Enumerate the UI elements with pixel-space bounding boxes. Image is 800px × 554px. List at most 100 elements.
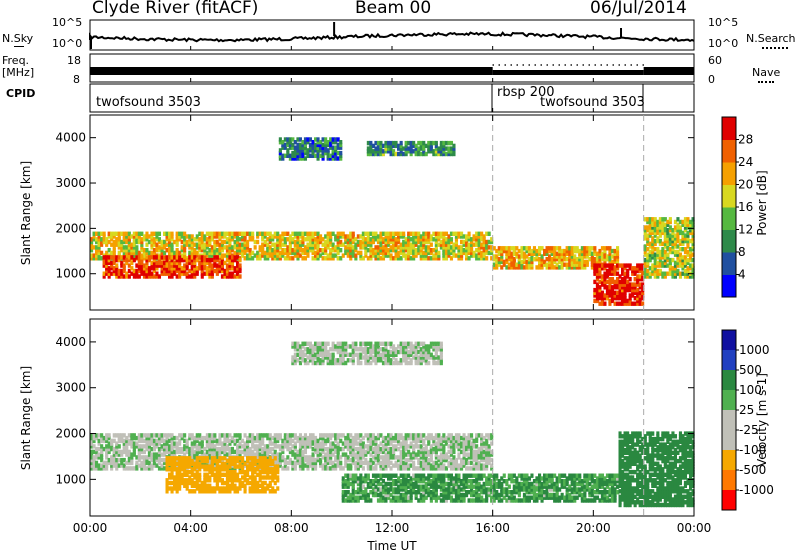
heat-cell	[598, 301, 602, 306]
heat-cell	[613, 271, 617, 276]
heat-cell	[145, 271, 149, 276]
heat-cell	[208, 464, 212, 469]
heat-cell	[354, 466, 358, 471]
heat-cell	[613, 268, 617, 274]
heat-cell	[419, 449, 423, 455]
heat-cell	[195, 266, 199, 271]
heat-cell	[470, 253, 474, 258]
heat-cell	[157, 460, 162, 466]
heat-cell	[354, 463, 358, 468]
heat-cell	[253, 438, 257, 444]
heat-cell	[339, 234, 343, 239]
heat-cell	[142, 438, 147, 444]
heat-cell	[628, 263, 632, 268]
heat-cell	[417, 234, 421, 239]
heat-cell	[658, 217, 662, 222]
heat-cell	[273, 472, 277, 477]
heat-cell	[163, 452, 167, 457]
heat-cell	[308, 148, 313, 153]
heat-cell	[225, 467, 230, 472]
heat-cell	[147, 460, 152, 466]
heat-cell	[429, 140, 433, 146]
heat-cell	[538, 248, 542, 254]
heat-cell	[351, 479, 355, 484]
heat-cell	[646, 263, 650, 268]
heat-cell	[454, 242, 459, 247]
heat-cell	[296, 239, 300, 245]
heat-cell	[480, 466, 484, 471]
heat-cell	[218, 263, 222, 268]
heat-cell	[407, 481, 411, 487]
heat-cell	[324, 145, 328, 150]
nave-tick-low: 0	[708, 73, 715, 86]
heat-cell	[233, 234, 237, 239]
heat-cell	[329, 466, 333, 471]
heat-cell	[475, 449, 479, 455]
heat-cell	[389, 248, 393, 253]
heat-cell	[271, 446, 275, 452]
heat-cell	[117, 433, 121, 438]
heat-cell	[605, 271, 610, 276]
heat-cell	[540, 257, 544, 262]
heat-cell	[512, 262, 516, 267]
heat-cell	[439, 435, 443, 441]
heat-cell	[140, 245, 144, 250]
heat-cell	[150, 231, 154, 236]
heat-cell	[102, 237, 106, 242]
heat-cell	[319, 446, 323, 452]
heat-cell	[225, 250, 230, 256]
heat-cell	[457, 466, 461, 471]
heat-cell	[449, 446, 454, 452]
heat-cell	[422, 237, 426, 242]
heat-cell	[354, 242, 358, 247]
heat-cell	[298, 457, 303, 463]
heat-cell	[276, 256, 280, 261]
heat-cell	[392, 256, 396, 261]
heat-cell	[266, 435, 270, 441]
heat-cell	[236, 464, 240, 469]
heat-cell	[220, 472, 225, 477]
heat-cell	[346, 441, 350, 446]
heat-cell	[374, 457, 378, 463]
heat-cell	[631, 282, 635, 287]
heat-cell	[427, 248, 431, 253]
heat-cell	[163, 260, 167, 266]
heat-cell	[369, 490, 373, 495]
heat-cell	[495, 265, 499, 270]
heat-cell	[230, 274, 235, 279]
heat-cell	[220, 478, 225, 483]
heat-cell	[261, 449, 265, 455]
heat-cell	[371, 433, 376, 438]
heat-cell	[120, 263, 124, 268]
heat-cell	[449, 248, 454, 253]
heat-cell	[397, 256, 401, 261]
heat-cell	[371, 473, 376, 478]
heat-cell	[193, 260, 197, 266]
heat-cell	[392, 463, 396, 468]
heat-cell	[155, 242, 159, 247]
heat-cell	[321, 435, 325, 441]
heat-cell	[210, 257, 214, 263]
heat-cell	[220, 242, 225, 247]
heat-cell	[470, 435, 474, 441]
heat-cell	[439, 473, 443, 478]
heat-cell	[361, 245, 365, 250]
heat-cell	[427, 234, 431, 239]
heat-cell	[603, 282, 607, 287]
heat-cell	[387, 239, 391, 245]
heat-cell	[422, 140, 426, 146]
heat-cell	[213, 463, 217, 468]
heat-cell	[105, 460, 109, 466]
heat-cell	[477, 248, 481, 253]
heat-cell	[175, 266, 179, 271]
heat-cell	[412, 245, 416, 250]
heat-cell	[422, 449, 426, 455]
heat-cell	[306, 242, 310, 247]
heat-cell	[205, 433, 209, 438]
heat-cell	[200, 248, 204, 253]
heat-cell	[666, 257, 670, 263]
heat-cell	[507, 248, 511, 254]
heat-cell	[286, 446, 290, 452]
heat-cell	[600, 279, 605, 285]
heat-cell	[356, 495, 360, 500]
